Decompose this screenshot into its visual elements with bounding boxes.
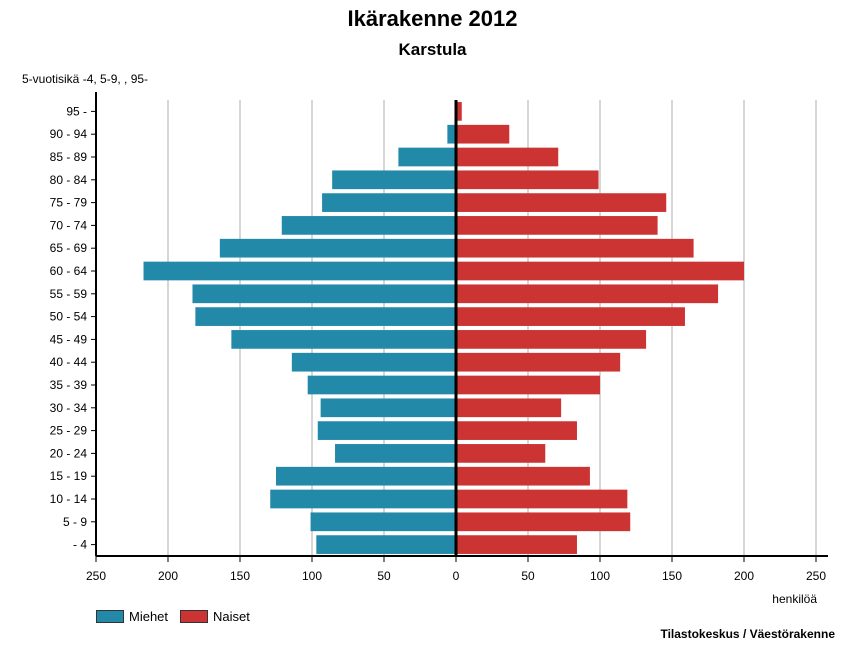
x-tick-label: 200 <box>158 569 178 583</box>
bar-miehet <box>310 512 456 532</box>
bar-naiset <box>456 352 621 372</box>
bar-naiset <box>456 330 647 349</box>
x-tick-label: 150 <box>230 569 250 583</box>
x-tick-label: 0 <box>453 569 460 583</box>
y-tick-label: - 4 <box>73 538 87 552</box>
bar-miehet <box>398 147 456 167</box>
source-note: Tilastokeskus / Väestörakenne <box>660 627 835 641</box>
y-tick-label: 85 - 89 <box>50 150 88 164</box>
bar-naiset <box>456 193 667 212</box>
bar-miehet <box>317 421 456 440</box>
x-tick-label: 100 <box>302 569 322 583</box>
y-tick-label: 60 - 64 <box>50 264 88 278</box>
y-tick-label: 20 - 24 <box>50 446 88 460</box>
x-tick-label: 250 <box>86 569 106 583</box>
bar-miehet <box>322 193 456 212</box>
bar-naiset <box>456 489 628 509</box>
chart-subtitle: Karstula <box>398 40 467 59</box>
bar-naiset <box>456 535 577 554</box>
y-tick-label: 30 - 34 <box>50 401 88 415</box>
y-axis-label: 5-vuotisikä -4, 5-9, , 95- <box>22 72 149 86</box>
bar-miehet <box>195 307 457 326</box>
bar-miehet <box>192 284 457 304</box>
legend-swatch-naiset <box>180 610 209 623</box>
x-axis-label: henkilöä <box>772 592 817 606</box>
y-tick-label: 65 - 69 <box>50 241 88 255</box>
y-tick-label: 55 - 59 <box>50 287 88 301</box>
bar-naiset <box>456 261 744 281</box>
y-tick-label: 75 - 79 <box>50 196 88 210</box>
y-tick-label: 70 - 74 <box>50 218 88 232</box>
bar-miehet <box>332 170 456 190</box>
chart-title: Ikärakenne 2012 <box>347 6 518 31</box>
bar-naiset <box>456 124 510 144</box>
bar-miehet <box>335 444 456 463</box>
bar-naiset <box>456 284 719 304</box>
bar-naiset <box>456 398 562 418</box>
x-tick-label: 50 <box>521 569 535 583</box>
bar-miehet <box>143 261 456 281</box>
legend-label-naiset: Naiset <box>213 609 250 624</box>
bar-miehet <box>219 238 456 258</box>
bar-naiset <box>456 307 685 326</box>
bar-naiset <box>456 375 600 395</box>
bar-naiset <box>456 512 631 532</box>
bar-miehet <box>320 398 456 418</box>
legend-item-naiset: Naiset <box>180 609 250 624</box>
y-tick-label: 90 - 94 <box>50 127 88 141</box>
bar-naiset <box>456 421 577 440</box>
y-tick-label: 5 - 9 <box>63 515 87 529</box>
bar-naiset <box>456 147 559 167</box>
x-tick-label: 100 <box>590 569 610 583</box>
legend-item-miehet: Miehet <box>96 609 168 624</box>
bar-miehet <box>316 535 456 554</box>
y-tick-label: 45 - 49 <box>50 332 88 346</box>
bar-miehet <box>291 352 456 372</box>
x-tick-label: 200 <box>734 569 754 583</box>
legend-label-miehet: Miehet <box>129 609 169 624</box>
bar-naiset <box>456 444 546 463</box>
x-tick-label: 250 <box>806 569 826 583</box>
y-tick-label: 15 - 19 <box>50 469 88 483</box>
y-tick-label: 10 - 14 <box>50 492 88 506</box>
y-tick-label: 35 - 39 <box>50 378 88 392</box>
bar-naiset <box>456 170 599 190</box>
bar-naiset <box>456 238 694 258</box>
y-tick-label: 40 - 44 <box>50 355 88 369</box>
bar-miehet <box>281 216 456 235</box>
y-tick-label: 80 - 84 <box>50 173 88 187</box>
x-tick-label: 50 <box>377 569 391 583</box>
legend-swatch-miehet <box>96 610 124 623</box>
bar-miehet <box>231 330 456 349</box>
bar-miehet <box>447 124 456 144</box>
population-pyramid-chart: 95 - 90 - 94 85 - 89 80 - 84 75 - 79 70 - 74 6… <box>50 92 828 583</box>
x-tick-label: 150 <box>662 569 682 583</box>
y-tick-label: 25 - 29 <box>50 424 88 438</box>
y-tick-label: 50 - 54 <box>50 310 88 324</box>
y-tick-label: 95 - <box>66 104 87 118</box>
bar-miehet <box>276 466 456 486</box>
bar-naiset <box>456 216 658 235</box>
bar-miehet <box>307 375 456 395</box>
bar-miehet <box>270 489 456 509</box>
bar-naiset <box>456 102 462 121</box>
legend: Miehet Naiset <box>96 609 262 624</box>
bar-naiset <box>456 466 590 486</box>
